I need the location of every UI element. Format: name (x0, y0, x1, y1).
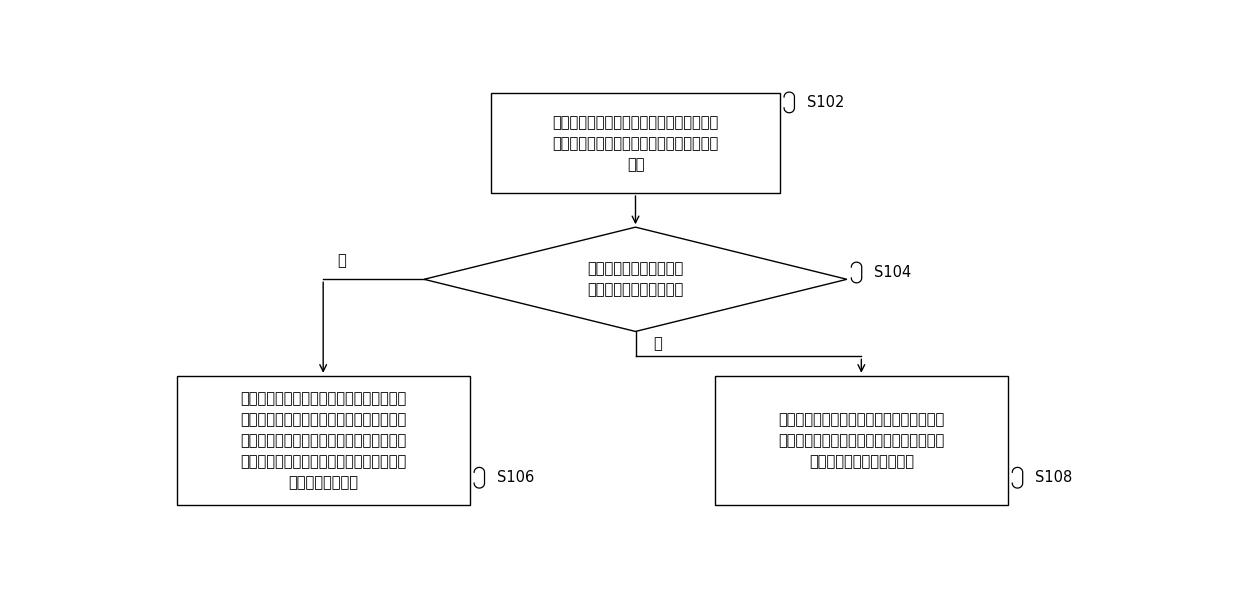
Bar (176, 376, 470, 505)
Bar (714, 376, 1008, 505)
Text: 否: 否 (652, 336, 662, 351)
Text: 判断待均衡动力电池单体
是否满足中止均衡的条件: 判断待均衡动力电池单体 是否满足中止均衡的条件 (588, 262, 683, 297)
Text: 检测满足预设均衡启动条件的待均衡动力电
池单体，并启动对待均衡动力电池单体进行
均衡: 检测满足预设均衡启动条件的待均衡动力电 池单体，并启动对待均衡动力电池单体进行 … (552, 115, 719, 172)
Text: S106: S106 (497, 470, 534, 485)
Text: S102: S102 (806, 95, 844, 110)
Text: S104: S104 (874, 265, 911, 280)
Bar (491, 93, 780, 193)
Text: S108: S108 (1035, 470, 1073, 485)
Polygon shape (424, 227, 847, 332)
Text: 中止对动力电池单体进行均衡，并在待均衡
动力电池单体满足继续均衡的条件时，继续
对待均衡动力电池进行均衡，直至对待均衡
动力电池单体进行均衡的时间满足均衡时间
: 中止对动力电池单体进行均衡，并在待均衡 动力电池单体满足继续均衡的条件时，继续 … (241, 391, 407, 490)
Text: 继续对待均衡动力电池单体进行均衡，直至
对待均衡动力电池单体进行均衡的时间满足
均衡时间计算值时终止均衡: 继续对待均衡动力电池单体进行均衡，直至 对待均衡动力电池单体进行均衡的时间满足 … (779, 412, 945, 469)
Text: 是: 是 (337, 253, 346, 268)
